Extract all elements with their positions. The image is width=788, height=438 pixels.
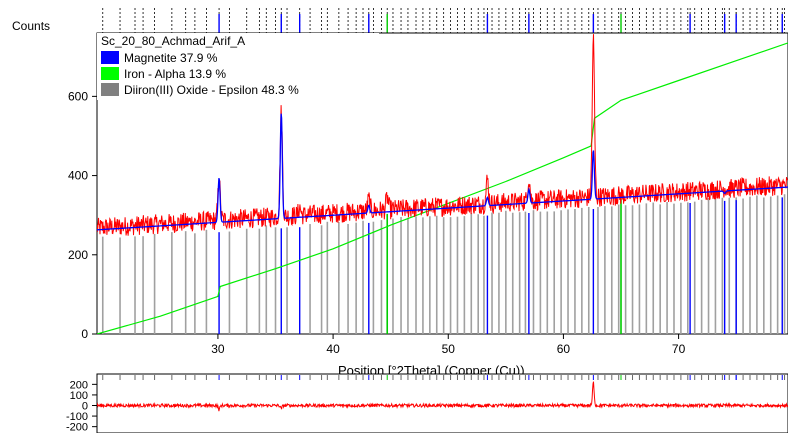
legend-title: Sc_20_80_Achmad_Arif_A: [101, 34, 245, 48]
difference-line: [97, 381, 788, 412]
legend-label-magnetite: Magnetite 37.9 %: [124, 51, 218, 65]
x-tick-label: 70: [672, 342, 686, 356]
diff-y-tick-label: 0: [82, 401, 88, 413]
y-tick-label: 0: [81, 327, 88, 341]
x-tick-label: 50: [442, 342, 456, 356]
y-tick-label: 600: [68, 89, 88, 103]
series-cumulative-line: [97, 42, 788, 334]
diiron-oxide-reference-lines: [101, 194, 786, 334]
difference-plot-area: [96, 373, 788, 434]
legend-label-iron-alpha: Iron - Alpha 13.9 %: [124, 67, 226, 81]
series-calculated-line: [97, 113, 788, 231]
series-observed-line: [97, 34, 788, 236]
legend-label-diiron-oxide: Diiron(III) Oxide - Epsilon 48.3 %: [124, 83, 299, 97]
diff-y-tick-label: -200: [66, 422, 88, 433]
diff-y-tick-label: 200: [70, 379, 88, 391]
x-tick-label: 40: [326, 342, 340, 356]
y-axis-ticks: 0 200 400 600: [68, 89, 97, 341]
legend-swatch-diiron-oxide: [101, 83, 119, 96]
y-tick-label: 200: [68, 248, 88, 262]
x-axis-ticks: 30 40 50 60 70: [211, 334, 686, 356]
y-axis-label: Counts: [12, 19, 50, 33]
iron-alpha-reference-lines: [386, 199, 622, 334]
reference-tick-strip: [102, 8, 785, 33]
difference-reference-ticks: [102, 375, 786, 380]
magnetite-reference-lines: [218, 197, 783, 334]
legend: Sc_20_80_Achmad_Arif_A Magnetite 37.9 % …: [97, 33, 379, 100]
legend-swatch-magnetite: [101, 51, 119, 64]
diff-y-tick-label: -100: [66, 411, 88, 423]
x-tick-label: 30: [211, 342, 225, 356]
legend-swatch-iron-alpha: [101, 67, 119, 80]
y-tick-label: 400: [68, 169, 88, 183]
x-tick-label: 60: [557, 342, 571, 356]
diff-y-tick-label: 100: [70, 390, 88, 402]
